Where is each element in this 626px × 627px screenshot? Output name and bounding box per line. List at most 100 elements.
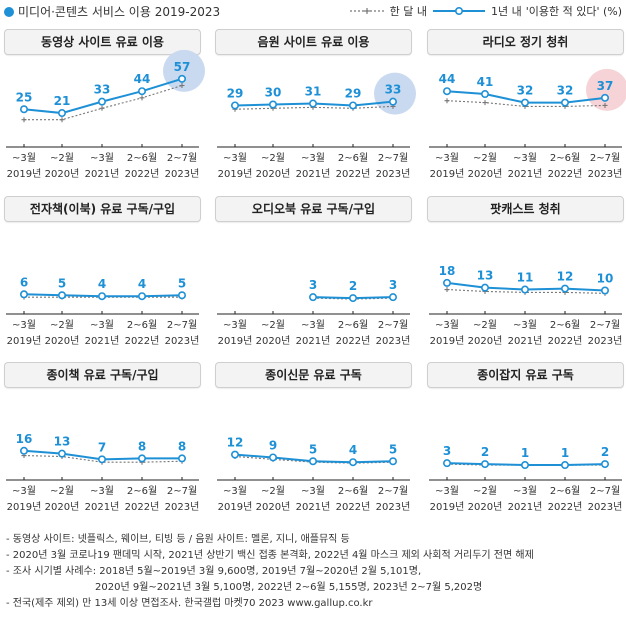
x-tick-year-label: 2022년 <box>125 168 160 180</box>
x-tick-year-label: 2021년 <box>85 335 120 347</box>
x-tick-year-label: 2020년 <box>256 501 291 513</box>
x-tick-year-label: 2021년 <box>296 335 331 347</box>
data-label: 44 <box>134 72 151 86</box>
x-tick-year-label: 2019년 <box>218 168 253 180</box>
x-tick-label: ~3월 <box>90 319 114 331</box>
x-tick-label: 2~7월 <box>378 152 408 164</box>
x-tick-label: ~3월 <box>435 485 459 497</box>
point-monthly <box>99 105 105 111</box>
point-yearly <box>601 93 610 102</box>
x-tick-label: 2~7월 <box>590 485 620 497</box>
x-tick-year-label: 2023년 <box>376 168 411 180</box>
data-label: 5 <box>58 276 66 290</box>
legend-monthly-label: 한 달 내 <box>389 5 427 18</box>
point-yearly <box>138 87 147 96</box>
point-yearly <box>442 87 451 96</box>
point-yearly <box>98 292 107 301</box>
x-tick-year-label: 2023년 <box>588 335 623 347</box>
x-tick-year-label: 2020년 <box>468 335 503 347</box>
footnote: - 동영상 사이트: 넷플릭스, 웨이브, 티빙 등 / 음원 사이트: 멜론,… <box>6 534 350 545</box>
x-tick-year-label: 2020년 <box>45 335 80 347</box>
point-yearly <box>561 284 570 293</box>
point-yearly <box>138 454 147 463</box>
x-tick-year-label: 2020년 <box>256 168 291 180</box>
x-tick-label: ~3월 <box>12 485 36 497</box>
data-label: 33 <box>94 83 111 97</box>
data-label: 3 <box>389 278 397 292</box>
x-tick-label: 2~6월 <box>550 485 580 497</box>
data-label: 2 <box>349 279 357 293</box>
data-label: 21 <box>54 94 71 108</box>
point-yearly <box>178 454 187 463</box>
legend-yearly-label: 1년 내 <box>490 5 522 18</box>
data-label: 2 <box>481 445 489 459</box>
x-tick-label: 2~6월 <box>550 319 580 331</box>
chart-plot: 18 13 11 12 10 ~3월 2019년 ~2월 2020년 ~3월 2021년 2~6월 20… <box>429 264 623 347</box>
data-label: 11 <box>517 271 534 285</box>
highlight-bubble <box>586 68 626 111</box>
x-tick-year-label: 2022년 <box>548 335 583 347</box>
x-tick-year-label: 2022년 <box>548 168 583 180</box>
point-monthly <box>444 98 450 104</box>
x-tick-year-label: 2022년 <box>548 501 583 513</box>
data-label: 4 <box>349 443 357 457</box>
point-yearly <box>480 460 489 469</box>
x-tick-label: 2~7월 <box>378 319 408 331</box>
point-yearly <box>389 293 398 302</box>
chart-header: 음원 사이트 유료 이용 <box>215 29 412 55</box>
data-label: 10 <box>597 272 614 286</box>
data-label: 31 <box>305 85 322 99</box>
x-tick-label: ~3월 <box>12 152 36 164</box>
chart-plot: 3 2 1 1 2 ~3월 2019년 ~2월 2020년 ~3월 2021년 2~6월 2022년 2~… <box>429 444 622 513</box>
point-yearly <box>480 283 489 292</box>
point-yearly <box>268 100 277 109</box>
data-label: 16 <box>16 432 33 446</box>
x-tick-label: ~3월 <box>513 152 537 164</box>
point-yearly <box>389 457 398 466</box>
x-tick-year-label: 2023년 <box>376 335 411 347</box>
x-tick-label: 2~6월 <box>338 319 368 331</box>
data-label: 1 <box>521 446 529 460</box>
data-label: 32 <box>517 84 534 98</box>
x-tick-label: ~3월 <box>301 152 325 164</box>
x-tick-label: 2~6월 <box>338 152 368 164</box>
x-tick-year-label: 2019년 <box>7 335 42 347</box>
data-label: 4 <box>98 277 106 291</box>
x-tick-label: 2~7월 <box>378 485 408 497</box>
x-tick-year-label: 2023년 <box>165 168 200 180</box>
point-yearly <box>561 98 570 107</box>
chart-audiobook: 오디오북 유료 구독/구입 3 2 3 ~3월 2019년 ~2월 2020년 ~3월 2021년… <box>215 196 412 361</box>
point-monthly <box>444 287 450 293</box>
x-tick-year-label: 2019년 <box>430 168 465 180</box>
chart-plot: 29 30 31 29 33 ~3월 2019년 ~2월 2020년 ~3월 2021년 2~6월 20… <box>217 72 416 180</box>
chart-header: 오디오북 유료 구독/구입 <box>215 196 412 222</box>
point-yearly <box>521 461 530 470</box>
chart-header: 동영상 사이트 유료 이용 <box>4 29 201 55</box>
chart-header: 종이잡지 유료 구독 <box>427 362 624 388</box>
point-yearly <box>480 90 489 99</box>
point-yearly <box>230 450 239 459</box>
footnote: - 조사 시기별 사례수: 2018년 5월~2019년 3월 9,600명, … <box>6 566 422 577</box>
chart-header: 종이책 유료 구독/구입 <box>4 362 201 388</box>
series-line-monthly <box>446 100 606 107</box>
point-yearly <box>98 97 107 106</box>
point-yearly <box>309 293 318 302</box>
x-tick-year-label: 2022년 <box>125 501 160 513</box>
data-label: 7 <box>98 440 106 454</box>
chart-plot: 25 21 33 44 57 ~3월 2019년 ~2월 2020년 ~3월 2021년 2~6월 20… <box>6 49 205 180</box>
chart-music: 음원 사이트 유료 이용 29 30 31 29 33 ~3월 2019년 ~2월 2020년 ~3… <box>215 29 416 194</box>
x-tick-year-label: 2023년 <box>165 501 200 513</box>
data-label: 32 <box>557 84 574 98</box>
point-yearly <box>309 99 318 108</box>
chart-title: 미디어·콘텐츠 서비스 이용 2019-2023 <box>4 3 220 20</box>
x-tick-year-label: 2022년 <box>336 335 371 347</box>
x-tick-label: 2~6월 <box>127 485 157 497</box>
series-line-monthly <box>446 289 606 294</box>
data-label: 3 <box>443 444 451 458</box>
point-yearly <box>19 105 28 114</box>
data-label: 57 <box>174 60 191 74</box>
x-tick-label: ~3월 <box>223 152 247 164</box>
point-yearly <box>98 455 107 464</box>
data-label: 5 <box>309 442 317 456</box>
x-tick-label: 2~6월 <box>338 485 368 497</box>
